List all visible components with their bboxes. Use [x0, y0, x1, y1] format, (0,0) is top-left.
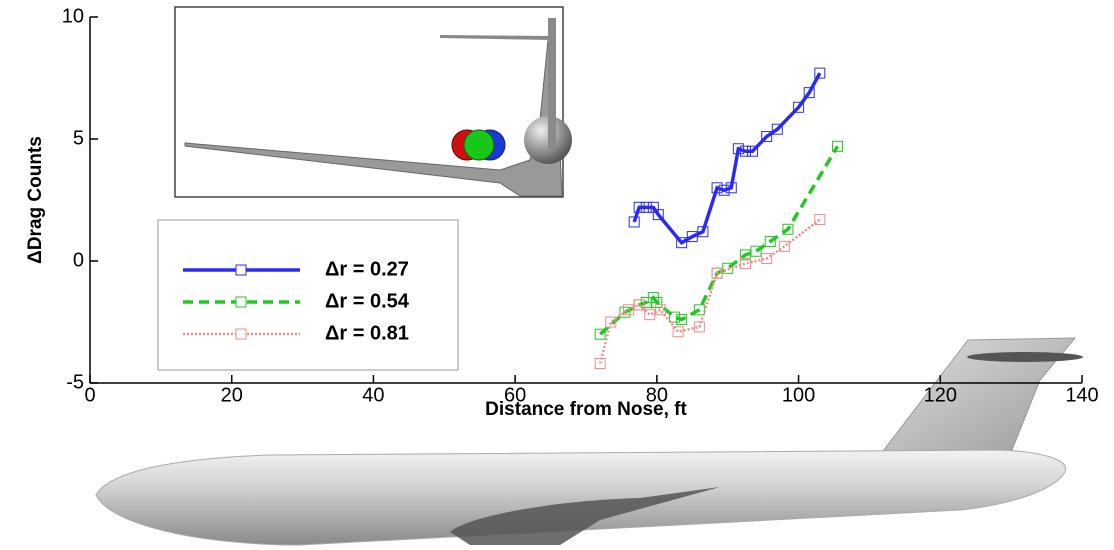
marker — [693, 321, 705, 333]
marker — [739, 249, 751, 261]
series-line — [599, 145, 840, 336]
x-tick-label: 20 — [221, 384, 243, 406]
marker — [732, 143, 744, 155]
legend-marker — [235, 264, 247, 276]
marker — [605, 316, 617, 328]
legend-label: Δr = 0.54 — [325, 290, 410, 312]
x-tick-label: 80 — [646, 384, 668, 406]
marker — [711, 267, 723, 279]
marker — [594, 357, 606, 369]
series-line — [632, 72, 822, 245]
marker — [652, 209, 664, 221]
marker — [711, 182, 723, 194]
marker — [771, 123, 783, 135]
marker — [814, 214, 826, 226]
x-tick-label: 0 — [84, 384, 95, 406]
legend-marker — [235, 328, 247, 340]
marker — [761, 253, 773, 265]
x-tick-label: 60 — [504, 384, 526, 406]
marker — [750, 245, 762, 257]
legend-label: Δr = 0.81 — [325, 322, 409, 344]
marker — [747, 145, 759, 157]
series-line — [598, 218, 821, 364]
x-tick-label: 140 — [1065, 384, 1098, 406]
legend-label: Δr = 0.27 — [325, 258, 409, 280]
marker — [814, 67, 826, 79]
marker — [644, 309, 656, 321]
x-tick-label: 40 — [362, 384, 384, 406]
marker — [803, 87, 815, 99]
y-axis-label: ΔDrag Counts — [25, 136, 46, 264]
legend-marker — [235, 296, 247, 308]
marker — [686, 231, 698, 243]
inset — [174, 6, 572, 198]
marker — [669, 311, 681, 323]
marker — [697, 226, 709, 238]
marker — [761, 131, 773, 143]
marker — [623, 304, 635, 316]
marker — [672, 326, 684, 338]
marker — [778, 240, 790, 252]
marker — [654, 304, 666, 316]
marker — [725, 182, 737, 194]
marker — [739, 145, 751, 157]
y-tick-label: 0 — [73, 249, 84, 271]
marker — [676, 314, 688, 326]
marker — [633, 299, 645, 311]
marker — [640, 201, 652, 213]
marker — [782, 223, 794, 235]
marker — [628, 216, 640, 228]
legend — [157, 219, 459, 371]
x-tick-label: 120 — [924, 384, 957, 406]
marker — [739, 257, 751, 269]
marker — [633, 201, 645, 213]
x-tick-label: 100 — [782, 384, 815, 406]
marker — [676, 237, 688, 249]
marker — [793, 101, 805, 113]
x-axis-label: Distance from Nose, ft — [485, 399, 687, 420]
marker — [718, 184, 730, 196]
marker — [594, 328, 606, 340]
y-tick-label: -5 — [66, 371, 84, 393]
marker — [832, 140, 844, 152]
airplane-illustration — [95, 337, 1083, 546]
marker — [619, 306, 631, 318]
y-tick-label: 5 — [73, 127, 84, 149]
y-tick-label: 10 — [62, 5, 84, 27]
marker — [651, 296, 663, 308]
marker — [764, 235, 776, 247]
